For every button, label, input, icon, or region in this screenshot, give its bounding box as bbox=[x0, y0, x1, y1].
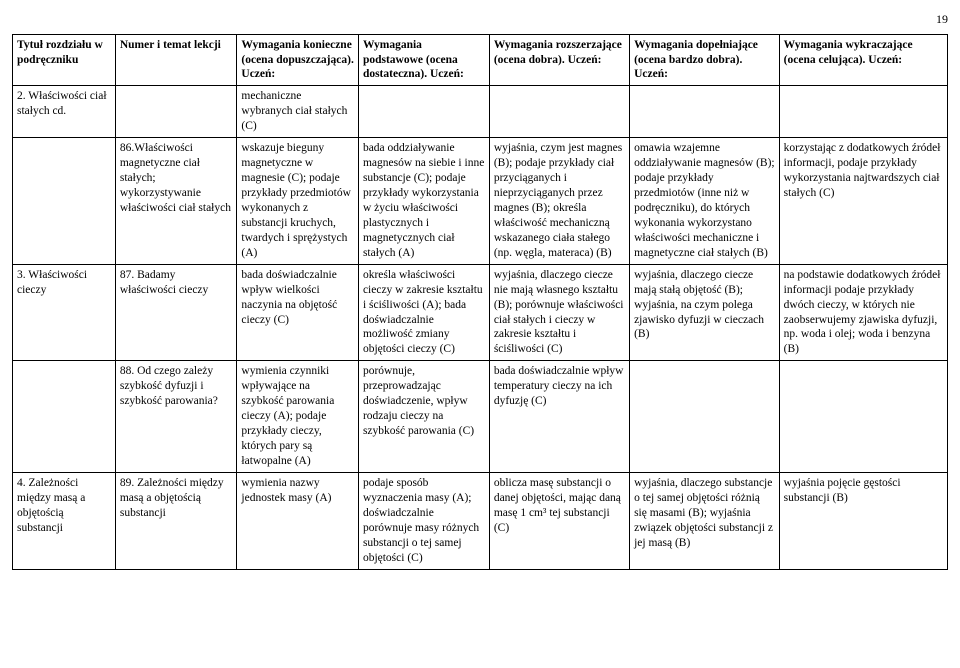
table-row: 88. Od czego zależy szybkość dyfuzji i s… bbox=[13, 361, 948, 473]
cell-extended: oblicza masę substancji o danej objętośc… bbox=[489, 472, 629, 569]
page-number: 19 bbox=[12, 12, 948, 28]
header-req-complementary: Wymagania dopełniające (ocena bardzo dob… bbox=[630, 34, 780, 86]
cell-chapter bbox=[13, 361, 116, 473]
cell-beyond: na podstawie dodatkowych źródeł informac… bbox=[779, 264, 947, 361]
cell-lesson: 87. Badamy właściwości cieczy bbox=[115, 264, 237, 361]
cell-basic: określa właściwości cieczy w zakresie ks… bbox=[358, 264, 489, 361]
cell-necessary: wymienia czynniki wpływające na szybkość… bbox=[237, 361, 359, 473]
cell-basic: podaje sposób wyznaczenia masy (A); dośw… bbox=[358, 472, 489, 569]
table-row: 3. Właściwości cieczy 87. Badamy właściw… bbox=[13, 264, 948, 361]
cell-basic: bada oddziaływanie magnesów na siebie i … bbox=[358, 138, 489, 265]
cell-complementary: omawia wzajemne oddziaływanie magnesów (… bbox=[630, 138, 780, 265]
cell-lesson: 86.Właściwości magnetyczne ciał stałych;… bbox=[115, 138, 237, 265]
cell-beyond: korzystając z dodatkowych źródeł informa… bbox=[779, 138, 947, 265]
cell-chapter: 3. Właściwości cieczy bbox=[13, 264, 116, 361]
cell-complementary: wyjaśnia, dlaczego substancje o tej same… bbox=[630, 472, 780, 569]
header-req-extended: Wymagania rozszerzające (ocena dobra). U… bbox=[489, 34, 629, 86]
cell-complementary: wyjaśnia, dlaczego ciecze mają stałą obj… bbox=[630, 264, 780, 361]
cell-beyond: wyjaśnia pojęcie gęstości substancji (B) bbox=[779, 472, 947, 569]
cell-extended: bada doświadczalnie wpływ temperatury ci… bbox=[489, 361, 629, 473]
cell-chapter: 2. Właściwości ciał stałych cd. bbox=[13, 86, 116, 138]
cell-extended: wyjaśnia, czym jest magnes (B); podaje p… bbox=[489, 138, 629, 265]
cell-lesson bbox=[115, 86, 237, 138]
table-header-row: Tytuł rozdziału w podręczniku Numer i te… bbox=[13, 34, 948, 86]
table-row: 86.Właściwości magnetyczne ciał stałych;… bbox=[13, 138, 948, 265]
header-req-basic: Wymagania podstawowe (ocena dostateczna)… bbox=[358, 34, 489, 86]
header-req-beyond: Wymagania wykraczające (ocena celująca).… bbox=[779, 34, 947, 86]
cell-chapter: 4. Zależności między masą a objętością s… bbox=[13, 472, 116, 569]
cell-basic bbox=[358, 86, 489, 138]
cell-chapter bbox=[13, 138, 116, 265]
cell-necessary: wskazuje bieguny magnetyczne w magnesie … bbox=[237, 138, 359, 265]
header-chapter: Tytuł rozdziału w podręczniku bbox=[13, 34, 116, 86]
cell-beyond bbox=[779, 361, 947, 473]
cell-lesson: 89. Zależności między masą a objętością … bbox=[115, 472, 237, 569]
cell-extended: wyjaśnia, dlaczego ciecze nie mają własn… bbox=[489, 264, 629, 361]
cell-extended bbox=[489, 86, 629, 138]
header-req-necessary: Wymagania konieczne (ocena dopuszczająca… bbox=[237, 34, 359, 86]
table-row: 4. Zależności między masą a objętością s… bbox=[13, 472, 948, 569]
cell-complementary bbox=[630, 361, 780, 473]
cell-lesson: 88. Od czego zależy szybkość dyfuzji i s… bbox=[115, 361, 237, 473]
header-lesson: Numer i temat lekcji bbox=[115, 34, 237, 86]
cell-basic: porównuje, przeprowadzając doświadczenie… bbox=[358, 361, 489, 473]
table-row: 2. Właściwości ciał stałych cd. mechanic… bbox=[13, 86, 948, 138]
curriculum-table: Tytuł rozdziału w podręczniku Numer i te… bbox=[12, 34, 948, 570]
cell-beyond bbox=[779, 86, 947, 138]
cell-complementary bbox=[630, 86, 780, 138]
cell-necessary: mechaniczne wybranych ciał stałych (C) bbox=[237, 86, 359, 138]
cell-necessary: wymienia nazwy jednostek masy (A) bbox=[237, 472, 359, 569]
cell-necessary: bada doświadczalnie wpływ wielkości nacz… bbox=[237, 264, 359, 361]
